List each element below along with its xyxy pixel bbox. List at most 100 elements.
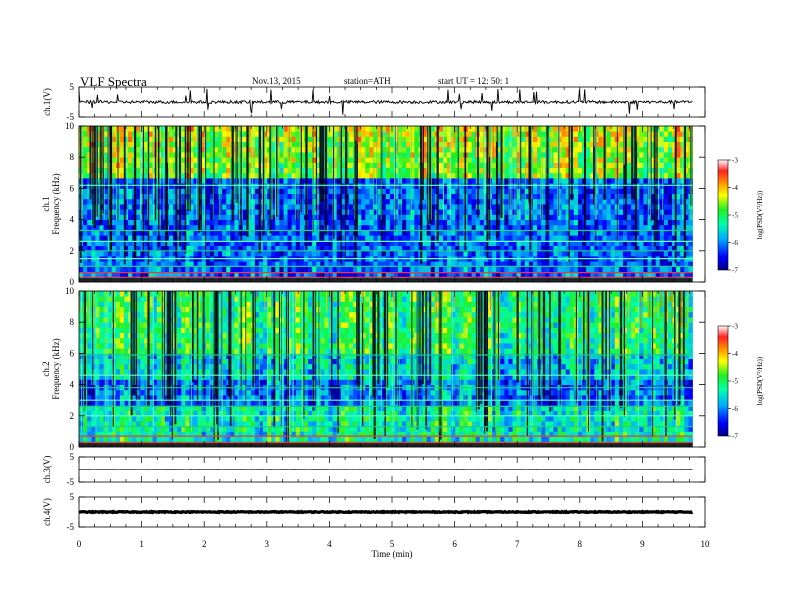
spectrogram-cell [684, 146, 689, 153]
spectrogram-cell [398, 214, 403, 220]
spectrogram-cell [430, 198, 436, 205]
spectrogram-cell [348, 219, 354, 226]
spectrogram-cell [537, 183, 542, 189]
spectrogram-cell [443, 266, 448, 272]
spectrogram-cell [573, 436, 579, 443]
spectrogram-cell [541, 183, 546, 189]
spectrogram-cell [594, 240, 599, 246]
spectrogram-cell [91, 235, 96, 241]
spectrogram-cell [553, 136, 558, 142]
spectrogram-cell [128, 193, 133, 200]
spectrogram-cell [258, 146, 264, 153]
spectrogram-cell [226, 219, 231, 226]
spectrogram-cell [532, 136, 538, 142]
spectrogram-cell [267, 172, 272, 179]
spectrogram-cell [148, 172, 154, 179]
spectrogram-cell [111, 271, 117, 278]
spectrogram-cell [447, 235, 452, 241]
spectrogram-cell [438, 271, 444, 278]
spectrogram-cell [242, 172, 248, 179]
spectrogram-cell [234, 271, 239, 278]
spectrogram-cell [328, 436, 333, 443]
spectrogram-cell [451, 214, 456, 220]
spectrogram-cell [561, 131, 567, 137]
spectrogram-cell [504, 235, 509, 241]
spectrogram-cell [385, 193, 391, 200]
spectrogram-cell [561, 188, 567, 194]
spectrogram-cell [639, 141, 644, 148]
spectrogram-cell [688, 235, 693, 241]
spectrogram-cell [667, 152, 673, 158]
spectrogram-cell [500, 261, 505, 267]
spectrogram-cell [230, 250, 235, 257]
spectrogram-cell [91, 230, 96, 236]
spectrogram-cell [246, 178, 252, 184]
spectrogram-cell [622, 235, 628, 241]
spectrogram-cell [447, 250, 452, 257]
spectrogram-cell [541, 219, 546, 226]
spectrogram-cell [532, 230, 538, 236]
spectrogram-cell [676, 245, 681, 252]
spectrogram-cell [218, 261, 223, 267]
spectrogram-cell [201, 235, 207, 241]
spectrogram-cell [189, 193, 194, 200]
spectrogram-cell [271, 271, 276, 278]
spectrogram-cell [496, 146, 501, 153]
spectrogram-cell [639, 240, 644, 246]
spectrogram-cell [451, 183, 456, 189]
spectrogram-cell [385, 436, 391, 443]
spectrogram-cell [573, 230, 579, 236]
spectrogram-cell [295, 235, 301, 241]
spectrogram-cell [193, 188, 199, 194]
spectrogram-cell [684, 136, 689, 142]
spectrogram-cell [328, 224, 333, 231]
spectrogram-cell [549, 188, 554, 194]
spectrogram-cell [312, 230, 317, 236]
spectrogram-cell [242, 219, 248, 226]
spectrogram-cell [373, 224, 378, 231]
spectrogram-cell [283, 209, 288, 215]
spectrogram-cell [643, 167, 648, 174]
spectrogram-cell [144, 219, 149, 226]
spectrogram-cell [283, 126, 288, 132]
spectrogram-cell [357, 167, 362, 174]
spectrogram-cell [181, 250, 186, 257]
spectrogram-cell [189, 245, 194, 252]
spectrogram-cell [271, 245, 276, 252]
spectrogram-cell [622, 204, 628, 210]
spectrogram-cell [87, 250, 92, 257]
spectrogram-cell [226, 230, 231, 236]
spectrogram-cell [168, 193, 174, 200]
spectrogram-cell [524, 172, 530, 179]
spectrogram-cell [561, 162, 567, 168]
spectrogram-cell [287, 141, 293, 148]
spectrogram-cell [590, 266, 595, 272]
spectrogram-cell [479, 162, 485, 168]
spectrogram-cell [471, 188, 477, 194]
spectrogram-cell [361, 131, 366, 137]
spectrogram-cell [635, 240, 640, 246]
spectrogram-cell [222, 261, 227, 267]
spectrogram-cell [602, 209, 607, 215]
spectrogram-cell [479, 219, 485, 226]
spectrogram-cell [524, 219, 530, 226]
spectrogram-cell [549, 224, 554, 231]
spectrogram-cell [479, 188, 485, 194]
spectrogram-cell [332, 152, 338, 158]
spectrogram-cell [586, 209, 591, 215]
spectrogram-cell [398, 240, 403, 246]
spectrogram-cell [123, 250, 129, 257]
spectrogram-cell [263, 224, 268, 231]
spectrogram-cell [250, 204, 256, 210]
spectrogram-cell [565, 126, 571, 132]
spectrogram-cell [598, 209, 603, 215]
spectrogram-cell [512, 261, 518, 267]
spectrogram-cell [83, 162, 88, 168]
spectrogram-cell [209, 230, 215, 236]
spectrogram-cell [569, 214, 575, 220]
spectrogram-cell [676, 240, 681, 246]
spectrogram-cell [492, 183, 497, 189]
spectrogram-cell [344, 214, 350, 220]
spectrogram-cell [520, 245, 526, 252]
spectrogram-cell [348, 131, 354, 137]
